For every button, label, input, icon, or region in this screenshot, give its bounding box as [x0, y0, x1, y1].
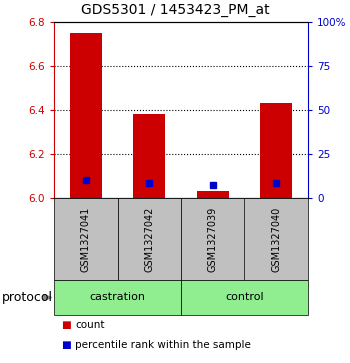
Text: control: control [225, 293, 264, 302]
Text: castration: castration [90, 293, 146, 302]
Text: GSM1327040: GSM1327040 [271, 207, 281, 272]
Bar [133, 114, 165, 198]
Text: ■: ■ [61, 320, 71, 330]
Text: count: count [75, 320, 105, 330]
Text: GSM1327041: GSM1327041 [81, 207, 91, 272]
Text: GSM1327039: GSM1327039 [208, 207, 218, 272]
Text: percentile rank within the sample: percentile rank within the sample [75, 340, 251, 350]
Text: ■: ■ [61, 340, 71, 350]
Text: GSM1327042: GSM1327042 [144, 206, 154, 272]
Bar [197, 191, 229, 198]
Text: GDS5301 / 1453423_PM_at: GDS5301 / 1453423_PM_at [81, 3, 269, 17]
Bar [260, 103, 292, 198]
Text: protocol: protocol [2, 291, 53, 304]
Bar [70, 33, 101, 198]
